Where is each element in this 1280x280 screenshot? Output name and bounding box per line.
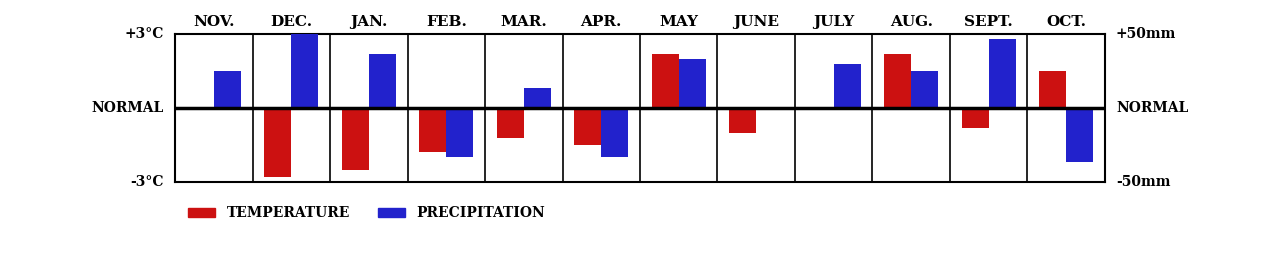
Bar [420,108,447,152]
Text: -3°C: -3°C [131,175,164,189]
Bar [988,39,1016,108]
Text: -50mm: -50mm [1116,175,1170,189]
Bar [264,108,292,177]
Bar [214,71,241,108]
Bar [652,54,678,108]
Bar [292,34,319,108]
Bar [678,59,705,108]
Text: NORMAL: NORMAL [92,101,164,115]
Bar [342,108,369,170]
Bar [730,108,756,133]
Bar [833,64,860,108]
Bar [497,108,524,138]
Bar [1066,108,1093,162]
Text: NORMAL: NORMAL [1116,101,1188,115]
Bar [575,108,602,145]
Bar [447,108,474,157]
Bar [911,71,938,108]
Bar [1039,71,1066,108]
Legend: TEMPERATURE, PRECIPITATION: TEMPERATURE, PRECIPITATION [182,201,550,226]
Bar [884,54,911,108]
Text: +50mm: +50mm [1116,27,1176,41]
Bar [961,108,988,128]
Text: +3°C: +3°C [124,27,164,41]
Bar [602,108,628,157]
Bar [524,88,550,108]
Bar [369,54,396,108]
